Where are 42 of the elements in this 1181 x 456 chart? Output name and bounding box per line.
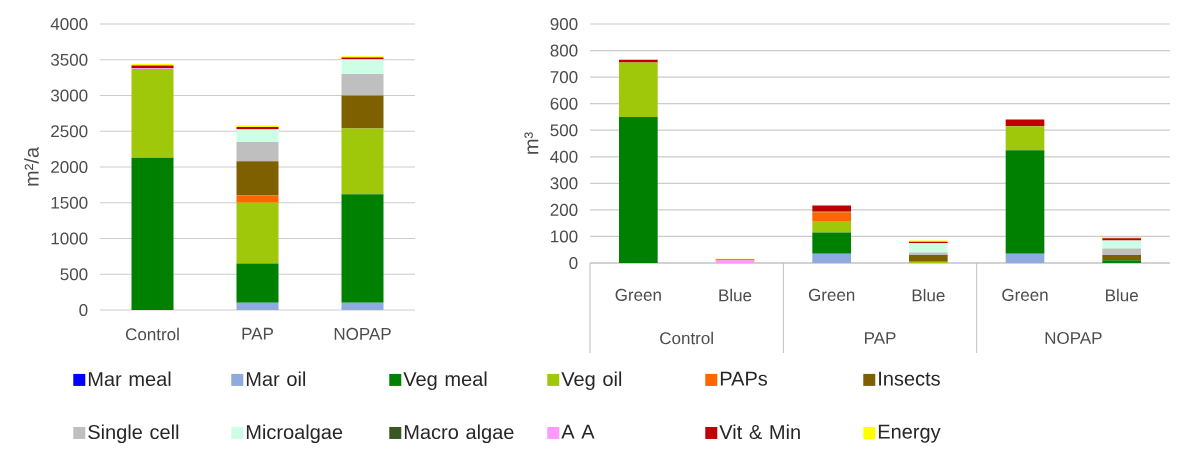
- legend-label: Single cell: [88, 424, 179, 444]
- x-tick-label: Blue: [1106, 288, 1138, 302]
- y-tick-label: 400: [550, 150, 578, 163]
- x-tick-label: Blue: [912, 288, 945, 302]
- y-tick-label: 3000: [50, 89, 88, 102]
- legend-label: Vit & Min: [719, 424, 800, 440]
- y-tick-label: 100: [551, 230, 578, 243]
- y-tick-label: 200: [550, 203, 578, 216]
- y-tick-label: 0: [79, 303, 88, 317]
- y-tick-label: 500: [60, 268, 88, 281]
- x-tick-label: Control: [125, 327, 179, 341]
- legend-label: A A: [561, 424, 595, 439]
- legend-label: Mar meal: [88, 371, 171, 387]
- legend-label: Veg oil: [561, 371, 622, 391]
- y-axis-title: m²/a: [24, 147, 39, 186]
- y-tick-label: 2500: [51, 125, 88, 138]
- x-tick-label: NOPAP: [334, 327, 391, 340]
- y-tick-label: 1500: [51, 196, 88, 209]
- y-tick-label: 900: [550, 17, 578, 31]
- y-tick-label: 700: [550, 71, 578, 84]
- y-tick-label: 1000: [51, 232, 88, 245]
- y-tick-label: 0: [569, 256, 578, 270]
- x-tick-label: Green: [1002, 288, 1048, 301]
- y-tick-label: 300: [550, 177, 578, 190]
- legend-label: PAPs: [720, 371, 768, 386]
- y-axis-title: m³: [524, 132, 539, 154]
- y-tick-label: 800: [550, 44, 578, 57]
- x-tick-label: Blue: [719, 288, 752, 302]
- y-tick-label: 2000: [51, 160, 88, 174]
- y-tick-label: 3500: [50, 53, 88, 66]
- y-tick-label: 500: [550, 124, 578, 137]
- legend-label: Insects: [879, 371, 940, 386]
- y-tick-label: 600: [550, 97, 578, 110]
- y-tick-label: 4000: [50, 17, 88, 31]
- x-tick-label: Green: [615, 288, 661, 301]
- x-tick-label: PAP: [242, 327, 273, 340]
- legend-label: Microalgae: [246, 424, 343, 444]
- legend-label: Macro algae: [404, 424, 514, 444]
- legend-label: Mar oil: [246, 371, 306, 387]
- legend-label: Veg meal: [403, 371, 487, 391]
- legend-label: Energy: [878, 424, 941, 443]
- x-tick-label: Green: [808, 288, 855, 301]
